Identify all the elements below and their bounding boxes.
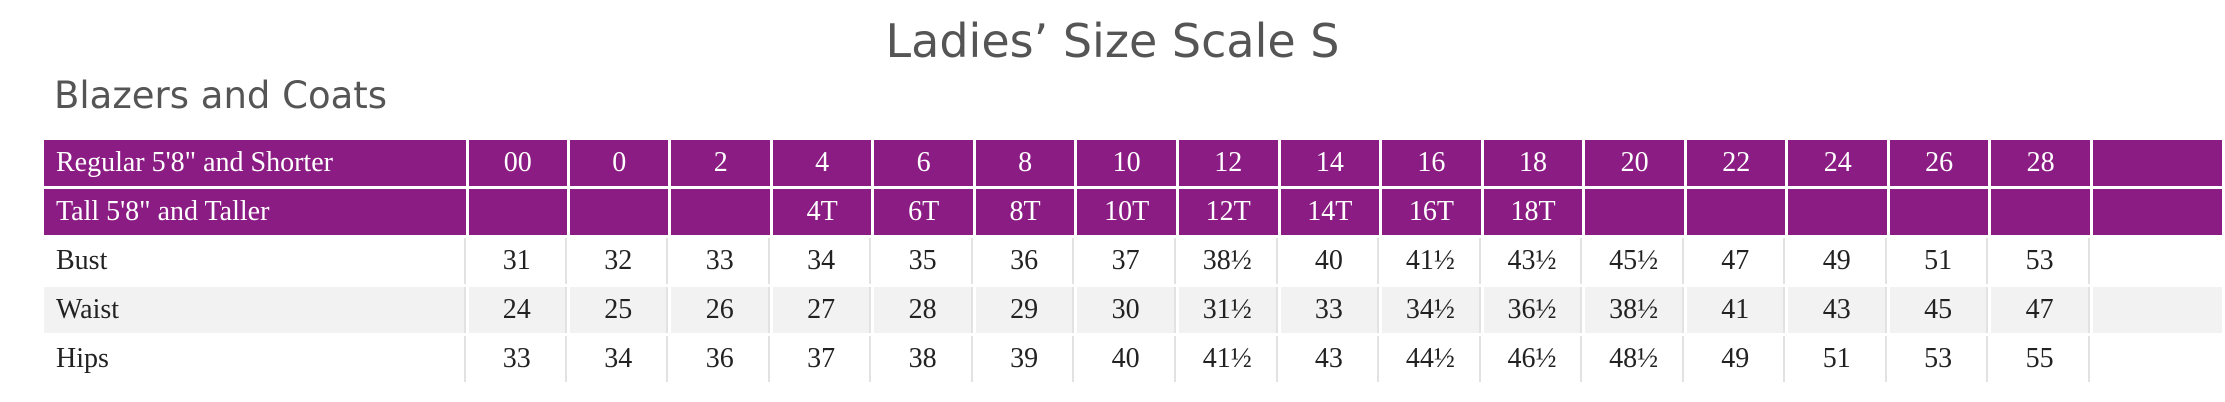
table-cell: 14 (1280, 140, 1380, 186)
table-cell: 28 (874, 287, 973, 333)
table-row: Bust 31 32 33 34 35 36 37 38½ 40 41½ 43½ 45½ 47 49 51 53 (44, 238, 2222, 284)
table-row: Regular 5'8" and Shorter 00 0 2 4 6 8 10 12 14 16 1… (44, 140, 2222, 186)
table-cell (1788, 189, 1887, 235)
table-cell: 31½ (1178, 287, 1278, 333)
table-cell: 39 (976, 336, 1075, 382)
table-cell: 49 (1788, 238, 1887, 284)
table-cell: 26 (1889, 140, 1989, 186)
table-cell: 35 (874, 238, 973, 284)
table-cell: 44½ (1382, 336, 1481, 382)
table-cell: 26 (671, 287, 770, 333)
table-cell: 53 (1991, 238, 2090, 284)
table-cell: 8T (975, 189, 1075, 235)
table-cell: 33 (469, 336, 567, 382)
table-cell (2092, 140, 2222, 186)
table-row: Waist 24 25 26 27 28 29 30 31½ 33 34½ 36½ 38½ 41 43 45 4… (44, 287, 2222, 333)
table-cell: 4 (772, 140, 872, 186)
table-cell: 40 (1281, 238, 1380, 284)
page-title: Ladies’ Size Scale S (885, 14, 1340, 68)
table-cell (1991, 189, 2090, 235)
table-cell: 16 (1382, 140, 1481, 186)
table-cell: 34 (773, 238, 872, 284)
table-cell: 47 (1991, 287, 2090, 333)
table-cell: 43 (1788, 287, 1887, 333)
table-cell: 14T (1280, 189, 1380, 235)
table-cell: 41½ (1179, 336, 1278, 382)
table-cell: 10 (1077, 140, 1176, 186)
table-cell: 40 (1077, 336, 1176, 382)
table-cell: 20 (1585, 140, 1684, 186)
table-cell: 00 (468, 140, 567, 186)
table-cell: 43½ (1484, 238, 1583, 284)
table-cell: 36 (976, 238, 1075, 284)
section-title: Blazers and Coats (54, 74, 388, 117)
row-label: Regular 5'8" and Shorter (44, 140, 466, 186)
table-cell: 8 (975, 140, 1075, 186)
table-cell: 34½ (1382, 287, 1481, 333)
table-cell: 38½ (1179, 238, 1278, 284)
table-cell: 37 (1077, 238, 1176, 284)
table-cell: 6 (874, 140, 973, 186)
table-cell: 16T (1382, 189, 1481, 235)
table-cell: 49 (1687, 336, 1786, 382)
table-cell: 48½ (1585, 336, 1684, 382)
table-cell: 38½ (1585, 287, 1684, 333)
table-cell: 10T (1077, 189, 1176, 235)
table-cell (468, 189, 567, 235)
table-cell: 6T (874, 189, 973, 235)
table-cell: 12 (1178, 140, 1278, 186)
row-label: Hips (44, 336, 466, 382)
table-cell: 24 (468, 287, 567, 333)
table-cell: 25 (569, 287, 669, 333)
row-label: Tall 5'8" and Taller (44, 189, 466, 235)
row-label: Waist (44, 287, 466, 333)
table-cell: 12T (1178, 189, 1278, 235)
table-cell: 37 (773, 336, 872, 382)
table-cell: 45½ (1585, 238, 1684, 284)
table-cell: 29 (975, 287, 1075, 333)
table-cell: 38 (874, 336, 973, 382)
table-row: Tall 5'8" and Taller 4T 6T 8T 10T 12T 14T 16T 18… (44, 189, 2222, 235)
table-cell: 0 (569, 140, 669, 186)
table-cell: 41½ (1382, 238, 1481, 284)
table-cell (2093, 336, 2222, 382)
table-cell: 36 (671, 336, 770, 382)
table-cell: 33 (1280, 287, 1380, 333)
table-cell: 30 (1077, 287, 1176, 333)
table-cell: 4T (772, 189, 872, 235)
table-cell: 51 (1890, 238, 1989, 284)
table-cell: 24 (1788, 140, 1887, 186)
table-cell: 27 (772, 287, 872, 333)
table-cell: 32 (570, 238, 669, 284)
table-cell (2092, 189, 2222, 235)
table-cell: 33 (671, 238, 770, 284)
table-cell (1585, 189, 1684, 235)
table-cell: 18T (1483, 189, 1583, 235)
table-cell: 47 (1687, 238, 1786, 284)
size-table: Regular 5'8" and Shorter 00 0 2 4 6 8 10 12 14 16 1… (41, 137, 2225, 385)
table-cell: 18 (1483, 140, 1583, 186)
table-cell: 43 (1281, 336, 1380, 382)
table-cell: 36½ (1483, 287, 1583, 333)
table-cell (2093, 238, 2222, 284)
table-cell: 55 (1991, 336, 2090, 382)
table-cell (569, 189, 669, 235)
table-cell: 28 (1991, 140, 2090, 186)
table-cell: 41 (1686, 287, 1786, 333)
table-cell: 31 (469, 238, 567, 284)
table-cell (2092, 287, 2222, 333)
table-cell: 46½ (1484, 336, 1583, 382)
table-cell: 51 (1788, 336, 1887, 382)
table-cell (671, 189, 770, 235)
table-cell (1686, 189, 1786, 235)
table-cell: 34 (570, 336, 669, 382)
table-cell: 53 (1890, 336, 1989, 382)
table-row: Hips 33 34 36 37 38 39 40 41½ 43 44½ 46½ 48½ 49 51 53 55 (44, 336, 2222, 382)
table-cell: 22 (1686, 140, 1786, 186)
table-cell: 2 (671, 140, 770, 186)
table-cell: 45 (1889, 287, 1989, 333)
row-label: Bust (44, 238, 466, 284)
table-cell (1889, 189, 1989, 235)
